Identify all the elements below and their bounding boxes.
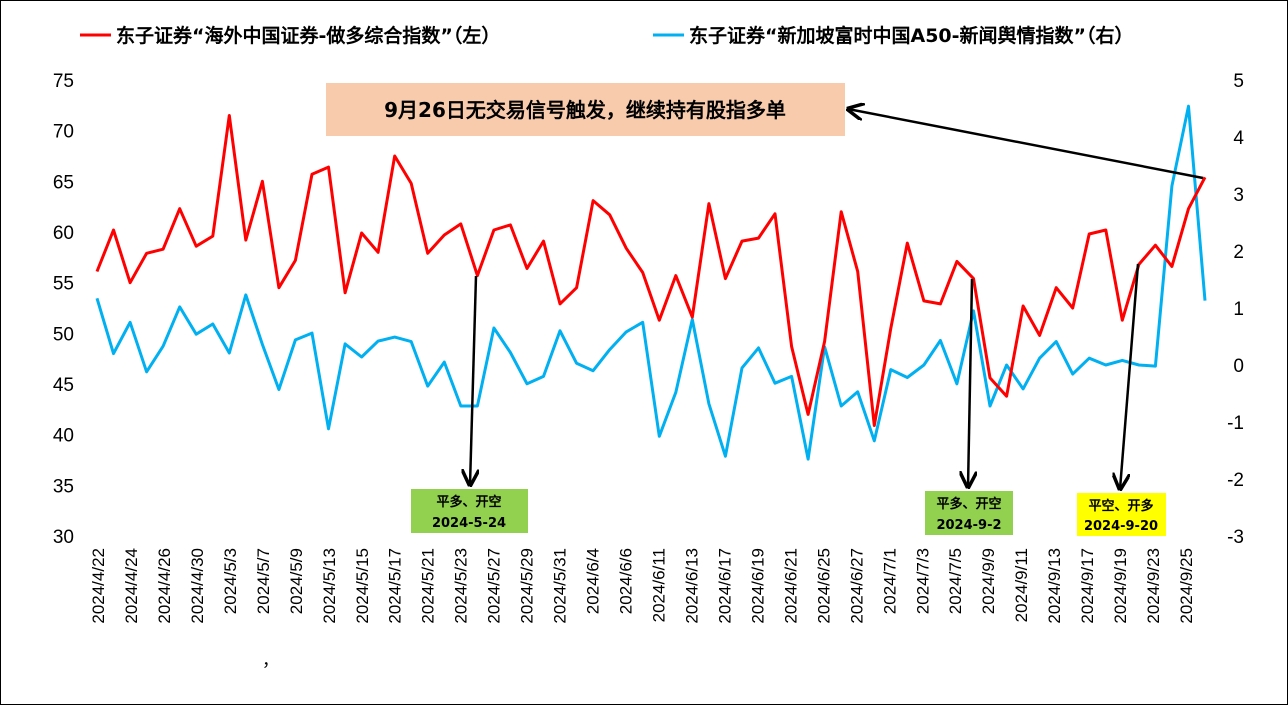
- y-left-tick-label: 40: [53, 426, 74, 447]
- x-tick-label: 2024/6/11: [649, 548, 668, 622]
- callout-box-2024-9-20: [1077, 493, 1166, 536]
- x-tick-label: 2024/9/23: [1144, 548, 1163, 624]
- series-layer: [95, 104, 1207, 461]
- callout-box-2024-5-24: [411, 489, 528, 533]
- callout-box-2024-9-2: [925, 491, 1013, 535]
- y-right-tick-label: -3: [1227, 527, 1244, 548]
- x-tick-label: 2024/6/19: [748, 548, 767, 624]
- stray-comma-label: ，: [262, 651, 279, 670]
- x-tick-label: 2024/5/3: [221, 548, 240, 614]
- callout-arrow-2024-5-24: [470, 275, 476, 485]
- y-left-tick-label: 65: [53, 172, 74, 193]
- signal-banner-box: [326, 83, 845, 136]
- x-tick-label: 2024/9/19: [1111, 548, 1130, 624]
- y-right-tick-label: 4: [1233, 128, 1244, 149]
- y-right-tick-label: -2: [1227, 470, 1244, 491]
- signal-banner-text: 9月26日无交易信号触发，继续持有股指多单: [384, 98, 786, 122]
- callout-line2-2024-5-24: 2024-5-24: [432, 516, 506, 531]
- y-right-tick-label: -1: [1227, 413, 1244, 434]
- callout-line2-2024-9-20: 2024-9-20: [1084, 519, 1158, 534]
- x-tick-label: 2024/9/11: [1012, 548, 1031, 622]
- y-right-tick-label: 2: [1233, 242, 1244, 263]
- callout-arrow-2024-9-20: [1120, 263, 1140, 489]
- x-tick-label: 2024/9/13: [1045, 548, 1064, 624]
- y-right-tick-label: 1: [1233, 299, 1244, 320]
- callout-line1-2024-5-24: 平多、开空: [436, 494, 501, 510]
- y-right-tick-label: 5: [1233, 71, 1244, 92]
- x-tick-label: 2024/4/22: [89, 548, 108, 624]
- signal-banner: 9月26日无交易信号触发，继续持有股指多单: [326, 83, 1204, 180]
- callout-2024-9-20: 平空、开多 2024-9-20: [1077, 263, 1166, 536]
- legend: 东子证券“海外中国证券-做多综合指数”（左） 东子证券“新加坡富时中国A50-新…: [80, 24, 1134, 47]
- series-line-long-composite: [95, 114, 1207, 427]
- y-left-tick-label: 75: [53, 71, 74, 92]
- legend-label-right-series: 东子证券“新加坡富时中国A50-新闻舆情指数”（右）: [689, 24, 1134, 47]
- x-tick-label: 2024/5/17: [386, 548, 405, 624]
- x-tick-label: 2024/6/6: [617, 548, 636, 614]
- x-tick-label: 2024/9/9: [979, 548, 998, 614]
- x-tick-label: 2024/5/9: [287, 548, 306, 614]
- callout-2024-5-24: 平多、开空 2024-5-24: [411, 275, 528, 533]
- x-tick-label: 2024/4/26: [155, 548, 174, 624]
- x-tick-label: 2024/6/4: [584, 548, 603, 614]
- x-tick-label: 2024/5/15: [353, 548, 372, 624]
- x-tick-label: 2024/5/21: [419, 548, 438, 624]
- y-axis-right: -3 -2 -1 0 1 2 3 4 5: [1227, 71, 1244, 548]
- x-tick-label: 2024/9/25: [1177, 548, 1196, 624]
- y-left-tick-label: 45: [53, 375, 74, 396]
- x-tick-label: 2024/6/17: [715, 548, 734, 624]
- x-tick-label: 2024/5/13: [320, 548, 339, 624]
- x-tick-label: 2024/6/13: [682, 548, 701, 624]
- x-tick-label: 2024/4/30: [188, 548, 207, 624]
- x-tick-label: 2024/9/17: [1078, 548, 1097, 624]
- callout-line2-2024-9-2: 2024-9-2: [936, 518, 1001, 533]
- y-axis-left: 30 35 40 45 50 55 60 65 70 75: [53, 71, 74, 548]
- x-tick-label: 2024/7/3: [913, 548, 932, 614]
- callout-arrow-2024-9-2: [968, 278, 972, 487]
- x-tick-label: 2024/6/21: [781, 548, 800, 624]
- signal-banner-arrow: [848, 109, 1204, 180]
- x-tick-label: 2024/6/27: [847, 548, 866, 624]
- y-right-tick-label: 3: [1233, 185, 1244, 206]
- callout-2024-9-2: 平多、开空 2024-9-2: [925, 278, 1013, 535]
- y-left-tick-label: 70: [53, 122, 74, 143]
- y-left-tick-label: 50: [53, 324, 74, 345]
- legend-label-left-series: 东子证券“海外中国证券-做多综合指数”（左）: [116, 24, 500, 47]
- x-axis: 2024/4/22 2024/4/24 2024/4/26 2024/4/30 2024…: [89, 548, 1196, 624]
- callout-line1-2024-9-20: 平空、开多: [1088, 498, 1153, 514]
- x-tick-label: 2024/5/29: [518, 548, 537, 624]
- x-tick-label: 2024/6/25: [814, 548, 833, 624]
- x-tick-label: 2024/5/7: [254, 548, 273, 614]
- callout-line1-2024-9-2: 平多、开空: [936, 496, 1001, 512]
- y-left-tick-label: 60: [53, 223, 74, 244]
- x-tick-label: 2024/4/24: [122, 548, 141, 624]
- x-tick-label: 2024/7/5: [946, 548, 965, 614]
- x-tick-label: 2024/5/23: [452, 548, 471, 624]
- x-tick-label: 2024/5/27: [485, 548, 504, 624]
- y-left-tick-label: 55: [53, 274, 74, 295]
- series-line-news-sentiment: [95, 104, 1207, 461]
- y-right-tick-label: 0: [1233, 356, 1244, 377]
- x-tick-label: 2024/7/1: [880, 548, 899, 614]
- x-tick-label: 2024/5/31: [551, 548, 570, 624]
- y-left-tick-label: 35: [53, 476, 74, 497]
- y-left-tick-label: 30: [53, 527, 74, 548]
